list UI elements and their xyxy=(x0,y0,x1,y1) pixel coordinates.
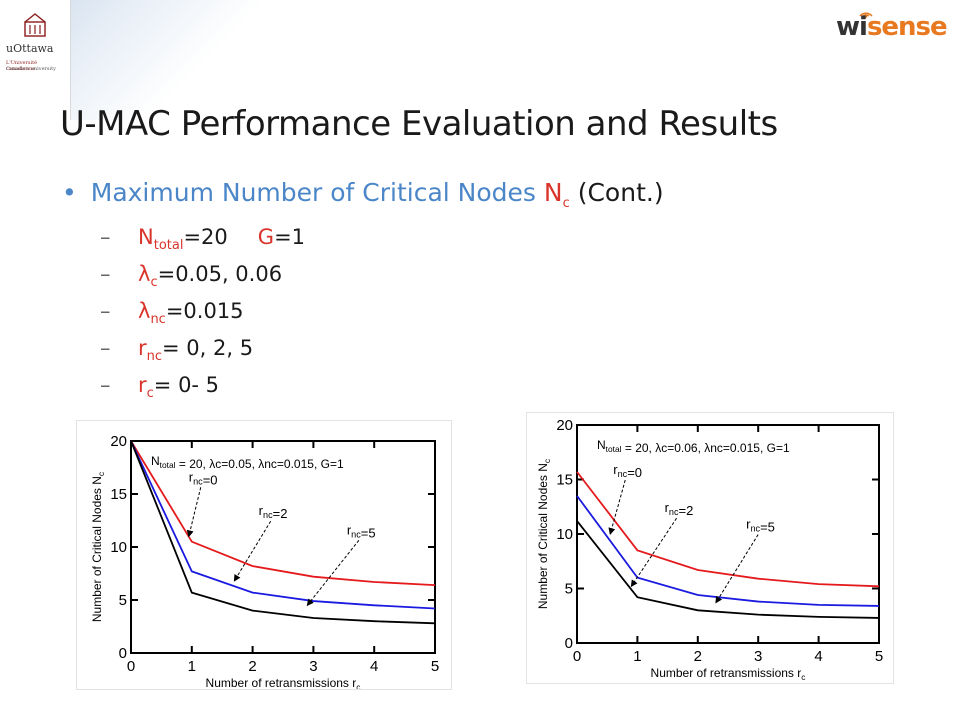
uottawa-name: uOttawa xyxy=(6,42,54,55)
annotation-arrow xyxy=(608,479,626,535)
uottawa-tagline-fr: L'Université canadienne xyxy=(6,60,38,72)
x-tick-label: 0 xyxy=(573,648,581,665)
sub-dash: – xyxy=(100,299,111,323)
annotation-label: rnc=2 xyxy=(665,500,694,518)
y-axis-label: Number of Critical Nodes Nc xyxy=(90,472,106,622)
wisense-name-dark: wi xyxy=(836,12,868,42)
uottawa-logo: uOttawa L'Université canadienne Canada's… xyxy=(0,0,71,120)
annotation-label: rnc=0 xyxy=(613,462,642,480)
series-line-r-nc-0 xyxy=(130,440,436,587)
sub-value: =0.05, 0.06 xyxy=(157,262,283,286)
sub-symbol-sub: c xyxy=(146,386,154,402)
x-tick-label: 2 xyxy=(248,658,256,675)
sub-bullet-list: – Ntotal=20 G=1 – λc=0.05, 0.06 – λnc=0.015 … xyxy=(100,225,305,410)
x-tick-label: 3 xyxy=(309,658,317,675)
slide-title: U-MAC Performance Evaluation and Results xyxy=(60,104,778,144)
y-axis-label: Number of Critical Nodes Nc xyxy=(536,459,552,609)
sub-symbol-sub: total xyxy=(153,238,184,254)
annotation-arrow xyxy=(233,520,272,582)
series-line-r-nc-2 xyxy=(130,440,436,610)
annotation-arrow xyxy=(630,517,677,588)
annotation-label: rnc=0 xyxy=(189,469,218,487)
bullet-suffix: (Cont.) xyxy=(577,178,664,207)
sub-dash: – xyxy=(100,262,111,286)
annotation-arrow xyxy=(715,534,759,604)
uottawa-crest-icon xyxy=(24,13,46,37)
sub-extra-symbol: G xyxy=(257,225,275,249)
series-line-r-nc-5 xyxy=(576,520,880,619)
series-line-r-nc-0 xyxy=(576,471,880,588)
y-tick-label: 15 xyxy=(556,472,573,489)
wireless-signal-icon xyxy=(859,12,873,18)
chart-left-svg: 0 1 2 3 4 5 0 5 10 15 20 Number of retransmissions … xyxy=(90,433,439,692)
sub-item-ntotal: – Ntotal=20 G=1 xyxy=(100,225,305,262)
x-tick-label: 5 xyxy=(875,648,883,665)
sub-symbol-sub: nc xyxy=(150,312,166,328)
x-tick-label: 4 xyxy=(814,648,822,665)
sub-symbol: r xyxy=(138,373,147,397)
x-tick-label: 2 xyxy=(694,648,702,665)
sub-value: = 0- 5 xyxy=(153,373,220,397)
x-tick-label: 1 xyxy=(633,648,641,665)
y-tick-label: 0 xyxy=(565,635,573,652)
sub-item-r-nc: – rnc= 0, 2, 5 xyxy=(100,336,305,373)
y-tick-label: 5 xyxy=(565,581,573,598)
y-tick-label: 15 xyxy=(110,486,127,503)
x-tick-label: 4 xyxy=(370,658,378,675)
annotation-label: rnc=2 xyxy=(259,503,288,521)
y-tick-label: 10 xyxy=(556,526,573,543)
chart-right-svg: 0 1 2 3 4 5 0 5 10 15 20 Number of retransmissions … xyxy=(536,417,883,682)
bullet-symbol: N xyxy=(543,178,563,207)
sub-extra-value: =1 xyxy=(274,225,306,249)
sub-item-lambda-nc: – λnc=0.015 xyxy=(100,299,305,336)
sub-dash: – xyxy=(100,373,111,397)
sub-dash: – xyxy=(100,336,111,360)
x-tick-label: 3 xyxy=(754,648,762,665)
x-tick-label: 5 xyxy=(431,658,439,675)
plot-area-frame xyxy=(576,424,880,644)
chart-right: 0 1 2 3 4 5 0 5 10 15 20 Number of retransmissions … xyxy=(526,412,894,684)
parameter-note: Ntotal = 20, λc=0.06, λnc=0.015, G=1 xyxy=(597,438,790,455)
annotation-arrow xyxy=(306,539,360,607)
y-tick-label: 10 xyxy=(110,539,127,556)
wisense-name-accent: sense xyxy=(866,12,948,42)
y-tick-label: 5 xyxy=(119,592,127,609)
uottawa-tagline-en: Canada's university xyxy=(6,66,56,72)
sub-value: =0.015 xyxy=(165,299,244,323)
parameter-note: Ntotal = 20, λc=0.05, λnc=0.015, G=1 xyxy=(151,454,344,471)
y-tick-label: 20 xyxy=(110,433,127,450)
wisense-logo: wisense xyxy=(834,6,954,46)
sub-value: = 0, 2, 5 xyxy=(162,336,254,360)
annotation-arrow xyxy=(186,487,202,538)
x-axis-label: Number of retransmissions rc xyxy=(651,666,806,682)
sub-symbol: λ xyxy=(138,299,151,323)
sub-symbol: N xyxy=(138,225,154,249)
x-axis-label: Number of retransmissions rc xyxy=(206,676,361,689)
bullet-symbol-sub: c xyxy=(562,196,570,211)
sub-item-r-c: – rc= 0- 5 xyxy=(100,373,305,410)
main-bullet: • Maximum Number of Critical Nodes Nc (Co… xyxy=(62,178,664,211)
sub-value: =20 xyxy=(183,225,228,249)
y-tick-label: 0 xyxy=(119,645,127,662)
sub-item-lambda-c: – λc=0.05, 0.06 xyxy=(100,262,305,299)
y-tick-label: 20 xyxy=(556,417,573,434)
series-line-r-nc-5 xyxy=(130,440,436,625)
sub-symbol-sub: nc xyxy=(146,349,163,365)
x-tick-label: 0 xyxy=(127,658,135,675)
sub-symbol: λ xyxy=(138,262,151,286)
series-line-r-nc-2 xyxy=(576,495,880,607)
annotation-label: rnc=5 xyxy=(746,517,775,535)
sub-dash: – xyxy=(100,225,111,249)
bullet-dot: • xyxy=(62,178,77,207)
sub-symbol: r xyxy=(138,336,147,360)
chart-left: 0 1 2 3 4 5 0 5 10 15 20 Number of retransmissions … xyxy=(76,420,452,692)
annotation-label: rnc=5 xyxy=(347,522,376,540)
x-tick-label: 1 xyxy=(188,658,196,675)
bullet-text: Maximum Number of Critical Nodes xyxy=(90,178,536,207)
sub-symbol-sub: c xyxy=(150,275,158,291)
